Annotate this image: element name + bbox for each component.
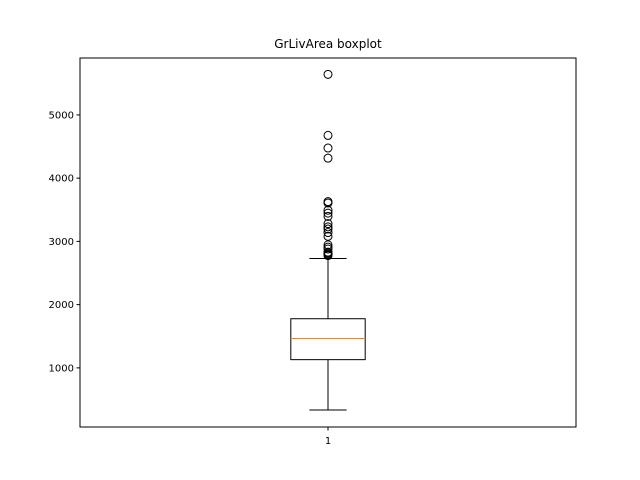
- chart-title: GrLivArea boxplot: [274, 37, 382, 51]
- y-tick-label: 2000: [49, 300, 74, 311]
- y-tick-label: 5000: [49, 110, 74, 121]
- outlier-point: [323, 211, 333, 221]
- y-tick-label: 3000: [49, 237, 74, 248]
- outlier-point: [323, 69, 333, 79]
- outlier-point: [323, 224, 333, 234]
- iqr-box: [290, 318, 366, 361]
- x-tick-label: 1: [325, 436, 331, 447]
- outlier-point: [323, 222, 333, 232]
- outlier-point: [323, 197, 333, 207]
- outlier-point: [323, 205, 333, 215]
- outlier-point: [323, 247, 333, 257]
- outlier-point: [323, 240, 333, 250]
- outlier-point: [323, 208, 333, 218]
- outlier-point: [323, 153, 333, 163]
- outlier-point: [323, 231, 333, 241]
- outlier-point: [323, 130, 333, 140]
- outlier-point: [323, 143, 333, 153]
- y-tick-label: 1000: [49, 363, 74, 374]
- axes-frame: [79, 57, 577, 428]
- outlier-point: [323, 228, 333, 238]
- outlier-point: [323, 219, 333, 229]
- y-tick-label: 4000: [49, 174, 74, 185]
- outlier-point: [323, 242, 333, 252]
- plot-area: 1000 2000 3000 4000 5000 1: [49, 69, 366, 447]
